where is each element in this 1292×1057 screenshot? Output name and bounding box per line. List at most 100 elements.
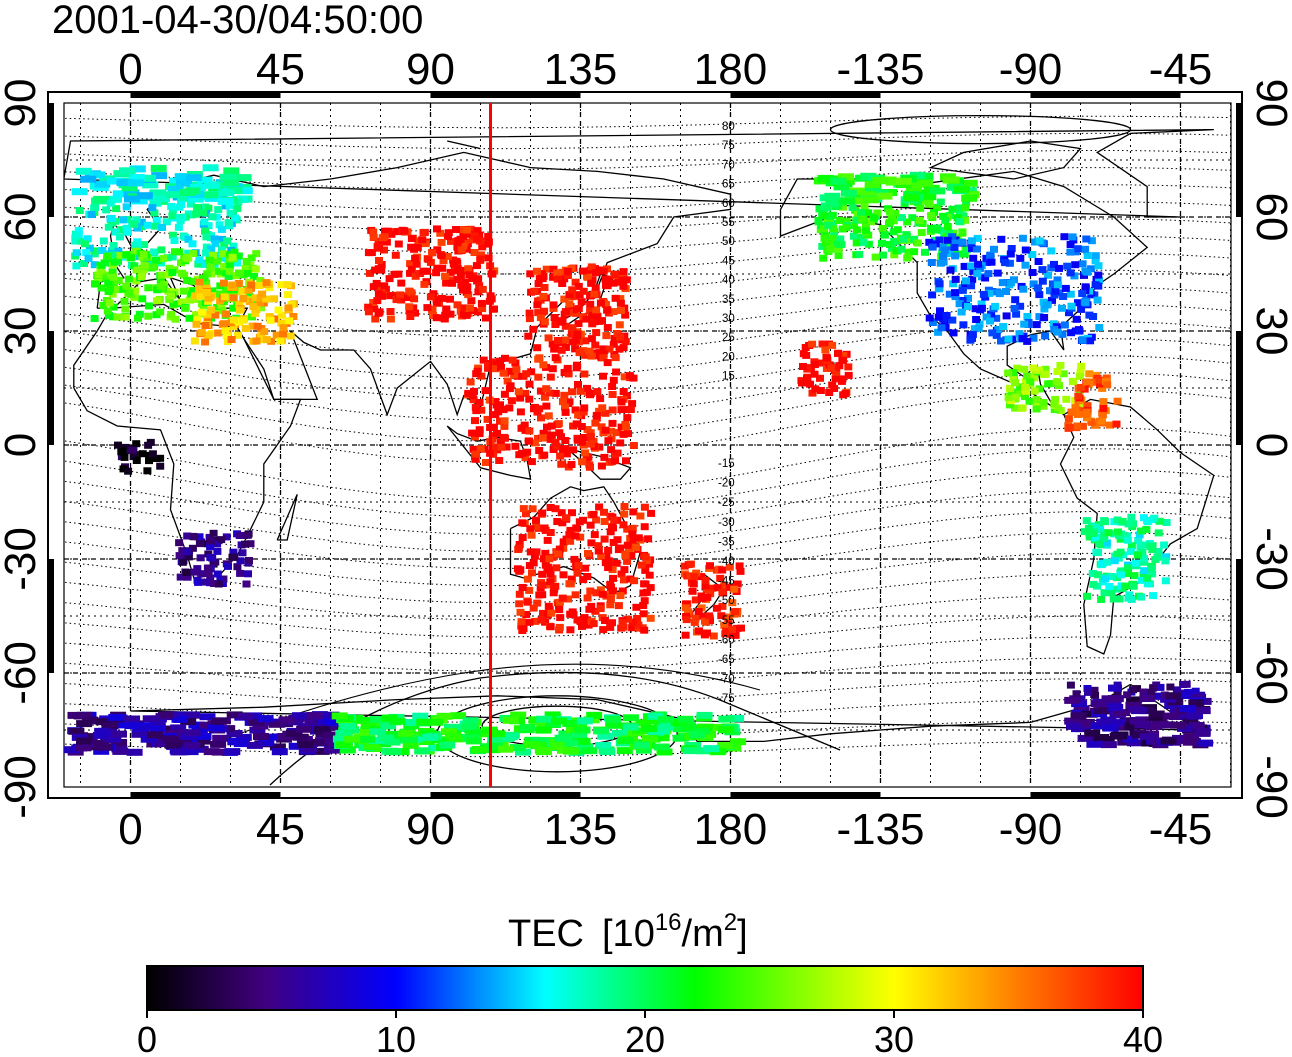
tec-cell bbox=[844, 363, 853, 371]
tec-cell bbox=[546, 578, 555, 586]
tec-cell bbox=[382, 238, 391, 246]
tec-cell bbox=[481, 459, 490, 466]
tec-cell bbox=[1011, 404, 1020, 412]
tec-cell bbox=[213, 304, 222, 311]
tec-cell bbox=[1127, 705, 1144, 713]
tec-cell bbox=[1097, 596, 1106, 603]
bottom-tick-label: 45 bbox=[256, 805, 305, 854]
tec-cell bbox=[683, 747, 700, 755]
tec-cell bbox=[555, 598, 564, 606]
tec-cell bbox=[113, 313, 122, 321]
tec-cell bbox=[163, 254, 172, 262]
tec-cell bbox=[1179, 705, 1196, 713]
tec-cell bbox=[219, 173, 236, 181]
tec-cell bbox=[170, 748, 187, 756]
tec-cell bbox=[935, 236, 944, 244]
tec-cell bbox=[606, 601, 615, 609]
tec-cell bbox=[246, 712, 263, 720]
tec-cell bbox=[1120, 532, 1129, 540]
tec-cell bbox=[1009, 369, 1018, 377]
tec-cell bbox=[226, 187, 243, 194]
tec-cell bbox=[324, 737, 341, 745]
tec-cell bbox=[126, 748, 143, 756]
tec-cell bbox=[1020, 320, 1029, 328]
tec-cell bbox=[521, 389, 530, 397]
tec-cell bbox=[393, 228, 402, 236]
tec-cell bbox=[93, 747, 110, 755]
tec-cell bbox=[1025, 397, 1034, 405]
tec-cell bbox=[852, 197, 869, 205]
tec-cell bbox=[153, 199, 162, 207]
tec-cell bbox=[432, 299, 441, 307]
tec-cell bbox=[622, 457, 630, 465]
tec-cell bbox=[1165, 692, 1182, 700]
tec-cell bbox=[891, 209, 900, 217]
tec-cell bbox=[640, 597, 649, 605]
tec-cell bbox=[566, 626, 575, 634]
tec-cell bbox=[608, 391, 617, 398]
tec-cell bbox=[578, 458, 587, 466]
tec-cell bbox=[606, 528, 615, 536]
tec-cell bbox=[120, 297, 129, 305]
tec-cell bbox=[218, 235, 227, 243]
tec-cell bbox=[1124, 520, 1133, 528]
tec-cell bbox=[592, 516, 601, 524]
tec-cell bbox=[95, 718, 112, 726]
tec-cell bbox=[597, 732, 614, 740]
tec-cell bbox=[476, 445, 485, 453]
tec-cell bbox=[479, 356, 488, 364]
tec-cell bbox=[892, 247, 901, 255]
tec-cell bbox=[222, 288, 231, 295]
tec-cell bbox=[120, 453, 129, 461]
tec-cell bbox=[380, 722, 397, 730]
tec-cell bbox=[873, 209, 882, 217]
tec-cell bbox=[587, 440, 596, 448]
tec-cell bbox=[987, 310, 996, 318]
tec-cell bbox=[71, 237, 80, 245]
tec-cell bbox=[1099, 559, 1107, 567]
tec-cell bbox=[586, 587, 595, 595]
tec-cell bbox=[1018, 234, 1027, 242]
tec-cell bbox=[890, 238, 899, 246]
tec-cell bbox=[825, 238, 834, 246]
tec-cell bbox=[584, 550, 592, 557]
tec-cell bbox=[513, 565, 522, 573]
tec-cell bbox=[810, 370, 819, 378]
tec-cell bbox=[586, 307, 595, 315]
tec-cell bbox=[174, 223, 183, 231]
tec-cell bbox=[98, 247, 107, 254]
tec-cell bbox=[598, 404, 607, 412]
tec-cell bbox=[119, 216, 128, 224]
tec-cell bbox=[1107, 704, 1124, 711]
tec-cell bbox=[427, 718, 444, 726]
tec-cell bbox=[1160, 737, 1177, 745]
tec-cell bbox=[505, 404, 514, 412]
tec-cell bbox=[533, 344, 542, 352]
tec-cell bbox=[569, 306, 578, 314]
tec-cell bbox=[561, 408, 570, 416]
tec-cell bbox=[641, 553, 650, 561]
tec-cell bbox=[915, 217, 924, 224]
tec-cell bbox=[864, 181, 881, 188]
tec-cell bbox=[611, 294, 620, 302]
tec-cell bbox=[640, 503, 649, 511]
tec-cell bbox=[453, 275, 462, 283]
tec-cell bbox=[611, 354, 620, 362]
tec-cell bbox=[229, 242, 238, 250]
tec-cell bbox=[568, 324, 577, 332]
tec-cell bbox=[639, 602, 648, 609]
tec-cell bbox=[423, 255, 432, 263]
tec-cell bbox=[1138, 549, 1147, 556]
tec-cell bbox=[565, 291, 574, 299]
tec-cell bbox=[936, 198, 945, 206]
tec-cell bbox=[622, 276, 631, 284]
tec-cell bbox=[903, 254, 912, 262]
tec-cell bbox=[688, 587, 697, 595]
tec-cell bbox=[558, 730, 575, 738]
tec-cell bbox=[1076, 369, 1085, 377]
tec-cell bbox=[1085, 311, 1094, 319]
tec-cell bbox=[144, 302, 153, 310]
tec-cell bbox=[1078, 260, 1087, 268]
tec-cell bbox=[204, 569, 213, 577]
tec-cell bbox=[619, 344, 628, 352]
